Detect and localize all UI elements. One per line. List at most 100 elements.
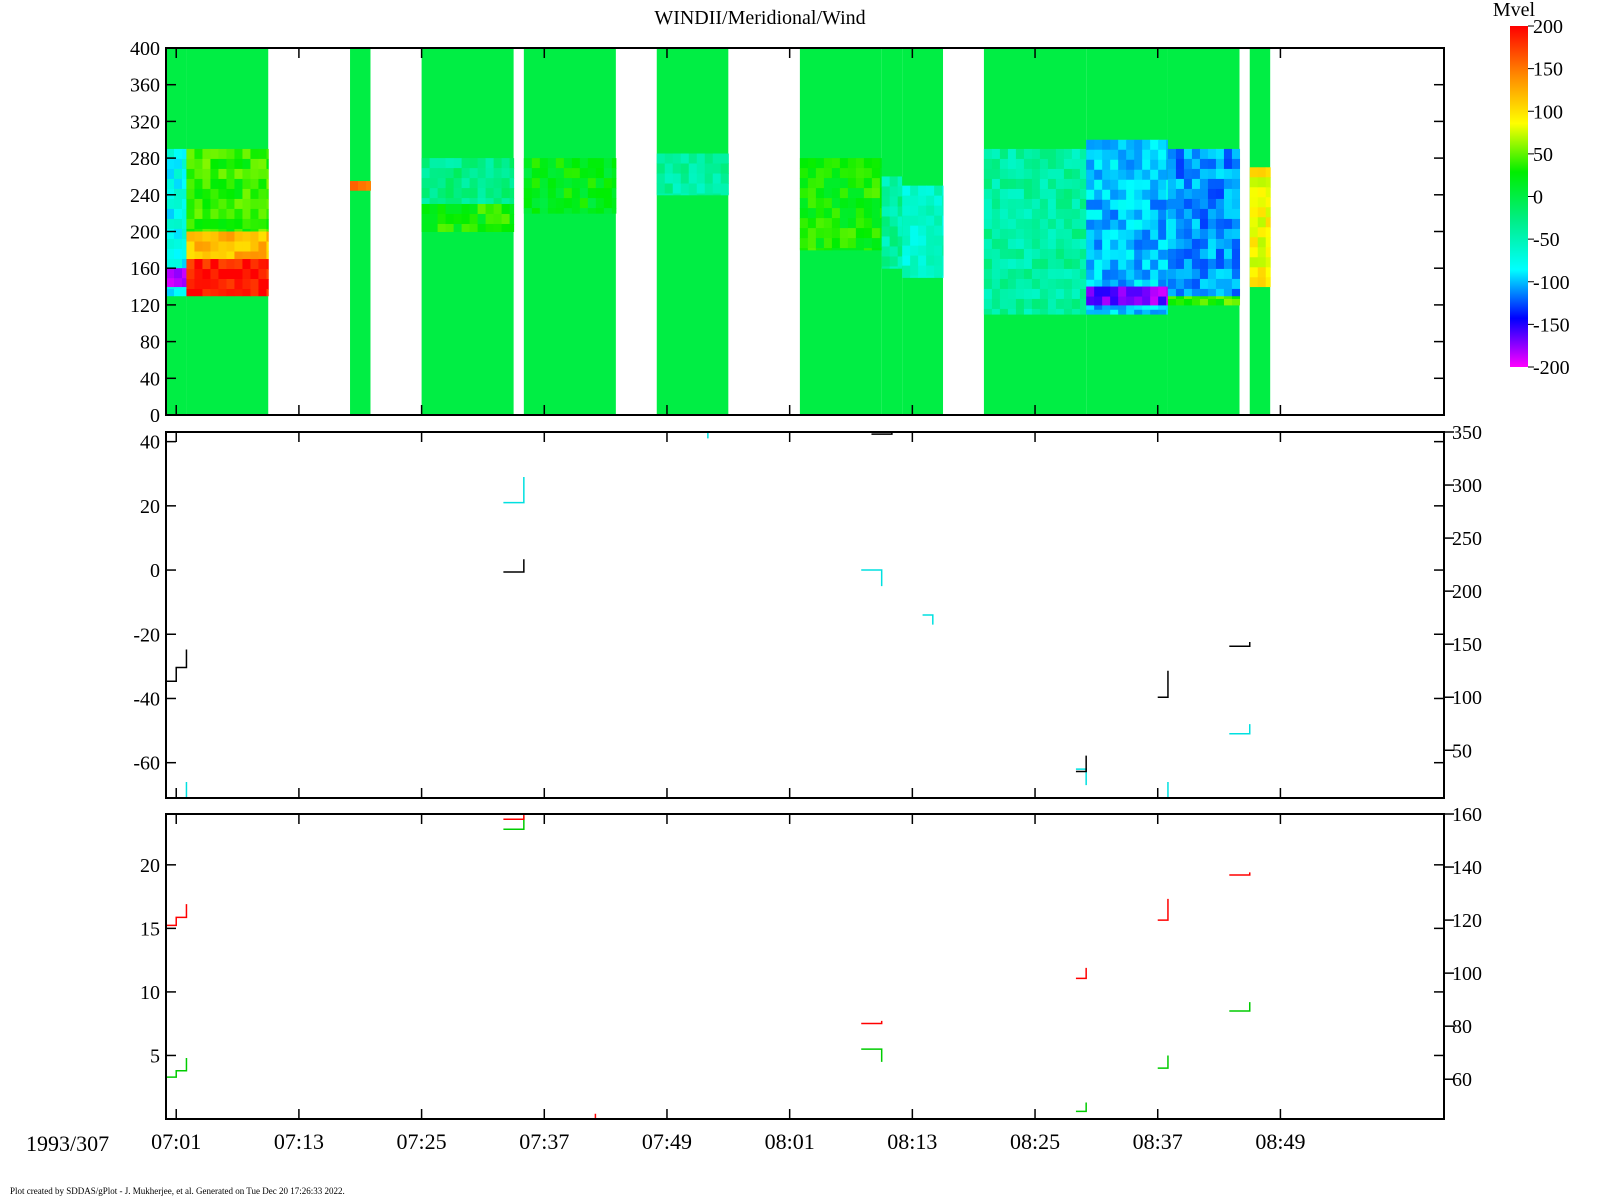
heatmap-cell	[1007, 188, 1017, 200]
heatmap-cell	[999, 178, 1009, 190]
heatmap-cell	[1118, 269, 1127, 281]
heatmap-cell	[477, 223, 487, 232]
heatmap-cell	[1191, 158, 1201, 170]
heatmap-cell	[1071, 208, 1081, 220]
heatmap-cell	[421, 168, 431, 179]
heatmap-cell	[563, 198, 573, 209]
heatmap-cell	[1023, 258, 1033, 270]
heatmap-cell	[863, 248, 873, 251]
heatmap-cell	[991, 158, 1001, 170]
heatmap-cell	[1166, 209, 1169, 221]
y-tick-label: 120	[130, 295, 160, 317]
heatmap-cell	[847, 208, 857, 219]
heatmap-cell	[182, 198, 187, 210]
heatmap-cell	[1047, 258, 1057, 270]
heatmap-cell	[1215, 208, 1225, 220]
heatmap-cell	[879, 208, 883, 219]
heatmap-cell	[1102, 149, 1111, 161]
heatmap-cell	[712, 163, 722, 175]
heatmap-cell	[1055, 178, 1065, 190]
heatmap-cell	[437, 223, 447, 232]
heatmap-cell	[871, 158, 881, 169]
heatmap-cell	[1086, 296, 1095, 306]
heatmap-cell	[918, 225, 927, 237]
heatmap-cell	[1086, 279, 1095, 291]
heatmap-cell	[1215, 188, 1225, 200]
heatmap-cell	[1055, 148, 1065, 160]
colorbar-tick-label: -150	[1533, 314, 1570, 336]
heatmap-cell	[186, 269, 195, 280]
heatmap-cell	[1183, 168, 1193, 180]
heatmap-cell	[202, 251, 211, 260]
heatmap-cell	[242, 231, 251, 242]
heatmap-cell	[1086, 189, 1095, 201]
heatmap-cell	[897, 226, 903, 237]
heatmap-cell	[1015, 148, 1025, 160]
heatmap-cell	[266, 198, 269, 210]
heatmap-cell	[202, 218, 211, 230]
heatmap-cell	[194, 218, 203, 230]
heatmap-cell	[429, 203, 439, 215]
y-tick-label: 160	[130, 258, 160, 280]
heatmap-cell	[1015, 158, 1025, 170]
heatmap-cell	[983, 228, 993, 240]
heatmap-cell	[266, 148, 269, 160]
heatmap-cell	[1031, 198, 1041, 210]
heatmap-cell	[889, 196, 899, 207]
colorbar-tick-label: 50	[1533, 144, 1553, 166]
heatmap-cell	[266, 208, 269, 220]
heatmap-cell	[218, 188, 227, 200]
heatmap-cell	[445, 203, 455, 215]
heatmap-cell	[523, 178, 533, 189]
heatmap-cell	[1199, 268, 1209, 280]
heatmap-cell	[983, 298, 993, 310]
heatmap-cell	[1231, 298, 1241, 306]
heatmap-cell	[485, 168, 495, 179]
heatmap-cell	[523, 208, 533, 214]
heatmap-cell	[210, 208, 219, 220]
y-tick-label: -40	[133, 688, 160, 710]
heatmap-cell	[1079, 188, 1087, 200]
heatmap-cell	[202, 208, 211, 220]
panel-1-frame	[165, 47, 1445, 416]
heatmap-cell	[1079, 178, 1087, 190]
heatmap-cell	[595, 188, 605, 199]
y-tick-label-right: 250	[1452, 528, 1482, 550]
heatmap-cell	[983, 178, 993, 190]
heatmap-cell	[242, 251, 251, 260]
heatmap-cell	[1007, 258, 1017, 270]
heatmap-cell	[847, 218, 857, 229]
heatmap-cell	[1207, 228, 1217, 240]
heatmap-cell	[991, 188, 1001, 200]
y-tick-label: 40	[140, 368, 160, 390]
y-tick-label-right: 120	[1452, 910, 1482, 932]
y-tick-label: 40	[140, 432, 160, 454]
heatmap-cell	[202, 148, 211, 160]
heatmap-cell	[1023, 158, 1033, 170]
heatmap-cell	[1126, 309, 1135, 315]
heatmap-cell	[1015, 268, 1025, 280]
heatmap-cell	[983, 238, 993, 250]
heatmap-cell	[1199, 238, 1209, 250]
heatmap-cell	[1191, 198, 1201, 210]
heatmap-cell	[823, 218, 833, 229]
heatmap-cell	[839, 178, 849, 189]
heatmap-cell	[1031, 268, 1041, 280]
heatmap-cell	[1039, 288, 1049, 300]
heatmap-cell	[477, 158, 487, 169]
heatmap-cell	[258, 198, 267, 210]
heatmap-cell	[983, 218, 993, 230]
heatmap-cell	[1166, 309, 1169, 315]
heatmap-cell	[1047, 168, 1057, 180]
heatmap-cell	[174, 278, 183, 288]
heatmap-cell	[477, 188, 487, 199]
heatmap-cell	[991, 278, 1001, 290]
heatmap-cell	[1118, 279, 1127, 291]
heatmap-cell	[182, 178, 187, 190]
heatmap-cell	[855, 228, 865, 239]
y-tick-label: 20	[140, 496, 160, 518]
heatmap-cell	[1265, 257, 1271, 268]
heatmap-cell	[501, 158, 511, 169]
heatmap-cell	[539, 178, 549, 189]
heatmap-cell	[1102, 209, 1111, 221]
